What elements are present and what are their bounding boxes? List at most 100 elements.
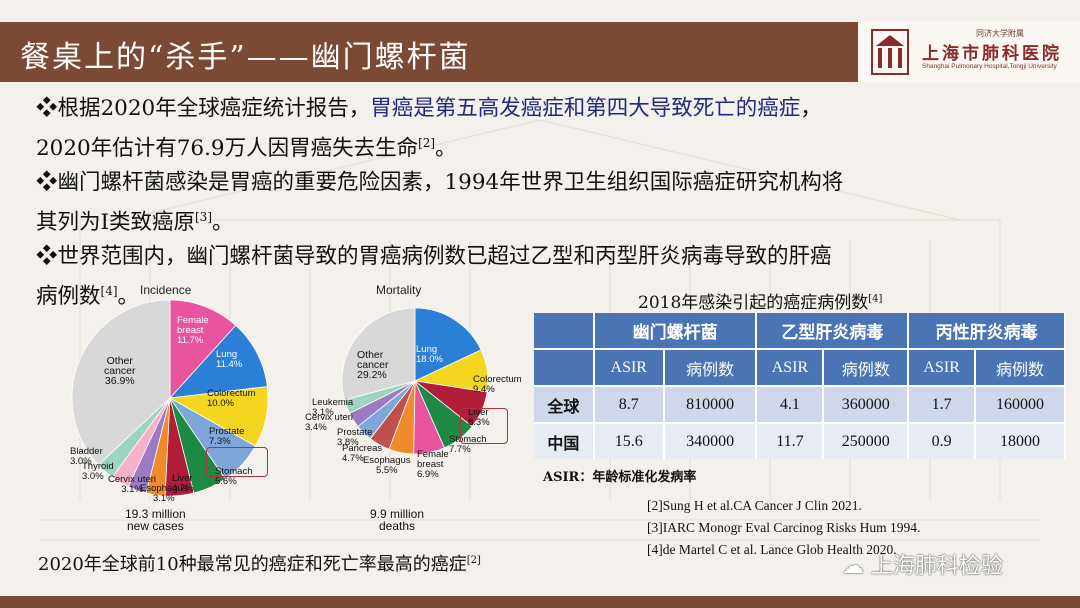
label-thyroid: Thyroid 3.0% xyxy=(82,461,114,482)
footer-bar xyxy=(0,596,1080,608)
pie-slice-other-cancer xyxy=(71,299,171,466)
label-prostate: Prostate 7.3% xyxy=(209,426,245,447)
bullet-1-end: 。 xyxy=(435,136,457,162)
table-cell: 4.1 xyxy=(756,385,825,423)
reference-item: [2]Sung H et al.CA Cancer J Clin 2021. xyxy=(647,498,862,513)
mortality-chart-title: Mortality xyxy=(376,283,422,297)
bullet-1-line2: 2020年估计有76.9万人因胃癌失去生命[2]。 xyxy=(36,126,1046,166)
reference-marker: [4] xyxy=(868,293,883,305)
label-leukemia: Leukemia 3.1% xyxy=(312,397,354,418)
incidence-caption: 19.3 million new cases xyxy=(125,507,186,533)
table-cell: 340000 xyxy=(663,422,758,459)
table-subheader-cell: ASIR xyxy=(756,348,825,386)
table-subheader-blank xyxy=(534,348,595,386)
infection-cancer-table: 幽门螺杆菌 乙型肝炎病毒 丙性肝炎病毒 ASIR 病例数 ASIR 病例数 AS… xyxy=(534,313,1066,459)
liver-callout-box xyxy=(460,408,508,444)
reference-item: [4]de Martel C et al. Lance Glob Health … xyxy=(647,542,897,557)
bullet-1-line2-text: 2020年估计有76.9万人因胃癌失去生命 xyxy=(36,136,419,162)
wechat-icon: ☁ xyxy=(842,554,864,579)
label-lung: Lung 11.4% xyxy=(216,349,243,370)
label-female-breast: Female breast 11.7% xyxy=(177,315,209,346)
table-subheader-cell: 病例数 xyxy=(823,348,910,386)
label-stomach: Stomach 5.6% xyxy=(215,466,253,487)
table-cell: 250000 xyxy=(823,422,910,459)
reference-list: [2]Sung H et al.CA Cancer J Clin 2021. [… xyxy=(647,495,920,561)
label-cervix-uteri: Cervix uteri 3.1% xyxy=(108,474,157,495)
table-header-hp: 幽门螺杆菌 xyxy=(593,313,758,349)
table-header-hcv: 丙性肝炎病毒 xyxy=(908,313,1066,349)
bullet-1-comma: ， xyxy=(800,96,822,121)
reference-marker: [2] xyxy=(418,136,436,150)
bullet-2-end: 。 xyxy=(212,210,234,236)
pie-slice-lung xyxy=(414,307,482,382)
bullet-1: ❖根据2020年全球癌症统计报告，胃癌是第五高发癌症和第四大导致死亡的癌症， xyxy=(36,92,1046,126)
table-subheader-cell: ASIR xyxy=(908,348,977,386)
bullet-list: ❖根据2020年全球癌症统计报告，胃癌是第五高发癌症和第四大导致死亡的癌症， 2… xyxy=(36,92,1046,314)
label-esophagus: Esophagus 3.1% xyxy=(140,483,188,504)
title-bar: 餐桌上的“杀手”——幽门螺杆菌 同济大学附属 上海市肺科医院 Shanghai … xyxy=(0,22,1080,82)
table-row-header: 全球 xyxy=(534,385,595,423)
table-cell: 360000 xyxy=(823,385,910,423)
table-cell: 0.9 xyxy=(908,422,977,459)
table-subheader-cell: ASIR xyxy=(593,348,665,386)
mortality-caption: 9.9 million deaths xyxy=(370,507,425,533)
bullet-3-line2: 病例数[4]。 xyxy=(36,274,1046,314)
pie-slice-female-breast xyxy=(169,299,237,400)
label-other-cancer: Other cancer 36.9% xyxy=(104,355,136,387)
incidence-chart-title: Incidence xyxy=(140,283,192,297)
reference-marker: [4] xyxy=(100,284,118,299)
table-header-hbv: 乙型肝炎病毒 xyxy=(756,313,910,349)
reference-marker: [3] xyxy=(195,210,212,225)
slide-title: 餐桌上的“杀手”——幽门螺杆菌 xyxy=(20,40,471,75)
incidence-pie-chart xyxy=(71,299,269,497)
label-prostate: Prostate 3.8% xyxy=(337,427,373,448)
label-colorectum: Colorectum 9.4% xyxy=(473,374,522,395)
table-subheader-cell: 病例数 xyxy=(975,348,1066,386)
label-liver: Liver 4.7% xyxy=(172,473,194,494)
table-subheader-cell: 病例数 xyxy=(663,348,758,386)
label-liver: Liver 8.3% xyxy=(468,407,490,428)
table-header-row: 幽门螺杆菌 乙型肝炎病毒 丙性肝炎病毒 xyxy=(534,313,1066,349)
bullet-3-end: 。 xyxy=(117,284,140,310)
label-female-breast: Female breast 6.9% xyxy=(417,449,449,480)
bullet-3-text: ❖世界范围内，幽门螺杆菌导致的胃癌病例数已超过乙型和丙型肝炎病毒导致的肝癌 xyxy=(36,244,832,270)
logo-hospital-name: 上海市肺科医院 xyxy=(922,44,1062,64)
figure-caption-text: 2020年全球前10种最常见的癌症和死亡率最高的癌症 xyxy=(38,554,467,575)
pie-slice-lung xyxy=(168,324,268,399)
table-cell: 1.7 xyxy=(908,385,977,423)
pie-slice-other-cancer xyxy=(341,307,416,401)
label-esophagus: Esophagus 5.5% xyxy=(363,455,411,476)
table-row: 中国 15.6 340000 11.7 250000 0.9 18000 xyxy=(534,422,1066,459)
bullet-1-highlight: 胃癌是第五高发癌症和第四大导致死亡的癌症 xyxy=(370,96,801,121)
hospital-building-icon xyxy=(871,29,909,75)
bullet-1-text: ❖根据2020年全球癌症统计报告， xyxy=(36,96,371,121)
table-cell: 15.6 xyxy=(593,422,665,459)
table-subheader-row: ASIR 病例数 ASIR 病例数 ASIR 病例数 xyxy=(534,348,1066,386)
table-header-blank xyxy=(534,313,595,349)
table-cell: 11.7 xyxy=(756,422,825,459)
asir-footnote: ASIR：年龄标准化发病率 xyxy=(543,470,697,485)
label-cervix-uteri: Cervix uteri 3.4% xyxy=(305,412,354,433)
bullet-2-line2-text: 其列为Ⅰ类致癌原 xyxy=(36,210,195,236)
table-title-text: 2018年感染引起的癌症病例数 xyxy=(638,293,869,313)
bullet-2: ❖幽门螺杆菌感染是胃癌的重要危险因素，1994年世界卫生组织国际癌症研究机构将 xyxy=(36,166,1046,200)
wechat-watermark: ☁ 上海肺科检验 xyxy=(842,548,1003,580)
mortality-pie-chart xyxy=(341,307,489,455)
reference-marker: [2] xyxy=(466,555,481,566)
logo-affiliation: 同济大学附属 xyxy=(976,29,1024,38)
hospital-logo: 同济大学附属 上海市肺科医院 Shanghai Pulmonary Hospit… xyxy=(858,22,1080,82)
label-pancreas: Pancreas 4.7% xyxy=(342,443,383,464)
table-title: 2018年感染引起的癌症病例数[4] xyxy=(638,288,882,313)
bullet-2-line2: 其列为Ⅰ类致癌原[3]。 xyxy=(36,200,1046,240)
logo-english-name: Shanghai Pulmonary Hospital,Tongji Unive… xyxy=(922,63,1057,70)
label-stomach: Stomach 7.7% xyxy=(449,434,487,455)
table-cell: 810000 xyxy=(663,385,758,423)
table-cell: 18000 xyxy=(975,422,1066,459)
bullet-3: ❖世界范围内，幽门螺杆菌导致的胃癌病例数已超过乙型和丙型肝炎病毒导致的肝癌 xyxy=(36,240,1046,274)
bullet-3-line2-text: 病例数 xyxy=(36,284,101,310)
watermark-text: 上海肺科检验 xyxy=(871,554,1004,579)
table-cell: 8.7 xyxy=(593,385,665,423)
label-bladder: Bladder 3.0% xyxy=(70,446,103,467)
table-cell: 160000 xyxy=(975,385,1066,423)
table-row: 全球 8.7 810000 4.1 360000 1.7 160000 xyxy=(534,385,1066,423)
